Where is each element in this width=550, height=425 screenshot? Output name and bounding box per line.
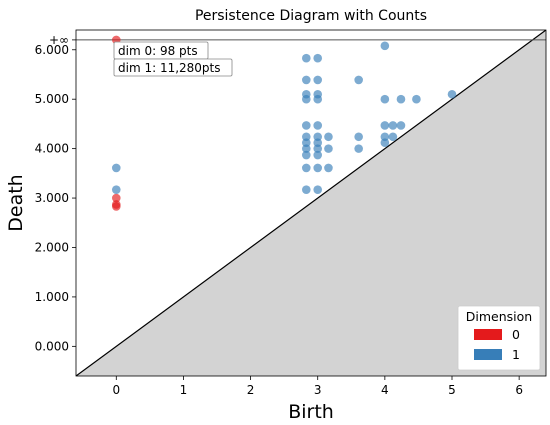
point-dim1-40 [447,89,457,99]
y-tick-label: 2.000 [35,240,69,254]
annotation-dim1: dim 1: 11,280pts [113,58,233,77]
annotation-dim0-text: dim 0: 98 pts [118,44,198,58]
point-dim1-21 [313,89,323,99]
point-dim1-14 [313,163,323,173]
point-dim1-33 [380,94,390,104]
point-dim1-0 [111,185,121,194]
annotation-dim1-text: dim 1: 11,280pts [118,61,221,75]
y-tick-label: 6.000 [35,43,69,57]
data-points [111,35,457,211]
x-tick-label: 5 [448,383,456,397]
point-dim1-5 [302,144,311,153]
point-dim1-29 [354,75,363,85]
legend-label-0: 0 [512,327,520,342]
point-dim1-3 [302,163,311,173]
point-dim1-12 [302,53,311,63]
y-axis-label: Death [5,174,27,231]
point-dim1-15 [313,150,323,160]
y-tick-label: 4.000 [35,142,69,156]
x-tick-label: 3 [314,383,322,397]
y-tick-label: 5.000 [35,92,69,106]
x-tick-label: 2 [247,383,255,397]
point-dim1-27 [354,144,363,153]
legend: Dimension 0 1 [457,305,541,371]
point-dim1-34 [380,41,390,51]
point-dim1-25 [324,144,333,153]
point-dim1-17 [313,138,323,147]
point-dim1-4 [302,150,311,160]
point-dim1-28 [354,132,363,142]
x-axis-label: Birth [288,401,334,423]
point-dim1-19 [313,121,323,130]
annotation-dim0: dim 0: 98 pts [113,41,209,60]
chart-title: Persistence Diagram with Counts [195,8,427,24]
point-dim1-13 [313,185,323,194]
point-dim1-39 [412,94,421,104]
point-dim1-11 [302,75,311,85]
point-dim0-2 [111,193,121,203]
point-dim1-1 [111,163,121,173]
point-dim1-22 [313,75,323,85]
y-axis: 0.000 1.000 2.000 3.000 4.000 5.000 6.000+∞ [35,33,76,353]
x-axis: 0 1 2 3 4 5 6 [112,376,523,397]
point-dim1-16 [313,144,323,153]
point-dim1-37 [396,121,406,130]
point-dim1-31 [380,132,390,142]
point-dim1-10 [302,89,311,99]
point-dim0-1 [111,200,121,209]
point-dim1-32 [380,121,390,130]
x-tick-label: 0 [112,383,120,397]
legend-swatch-0 [474,329,502,340]
x-tick-label: 1 [180,383,188,397]
x-tick-label: 4 [381,383,389,397]
point-dim1-7 [302,132,311,142]
point-dim1-6 [302,138,311,147]
plot-frame [75,29,547,377]
point-dim1-18 [313,132,323,142]
diagonal-line [76,30,546,376]
x-tick-label: 6 [515,383,523,397]
legend-swatch-1 [474,349,502,360]
point-dim1-38 [396,94,406,104]
y-tick-label: 3.000 [35,191,69,205]
y-tick-label: 0.000 [35,339,69,353]
point-dim1-23 [313,53,323,63]
point-dim1-2 [302,185,311,194]
point-dim1-30 [380,138,390,147]
point-dim1-36 [388,121,398,130]
legend-label-1: 1 [512,347,520,362]
point-dim1-8 [302,121,311,130]
point-dim1-26 [324,132,333,142]
point-dim1-35 [388,132,398,142]
plot-area [76,30,546,376]
y-tick-infinity-label: +∞ [49,33,69,47]
legend-title: Dimension [466,309,532,324]
point-dim1-24 [324,163,333,173]
y-tick-label: 1.000 [35,290,69,304]
